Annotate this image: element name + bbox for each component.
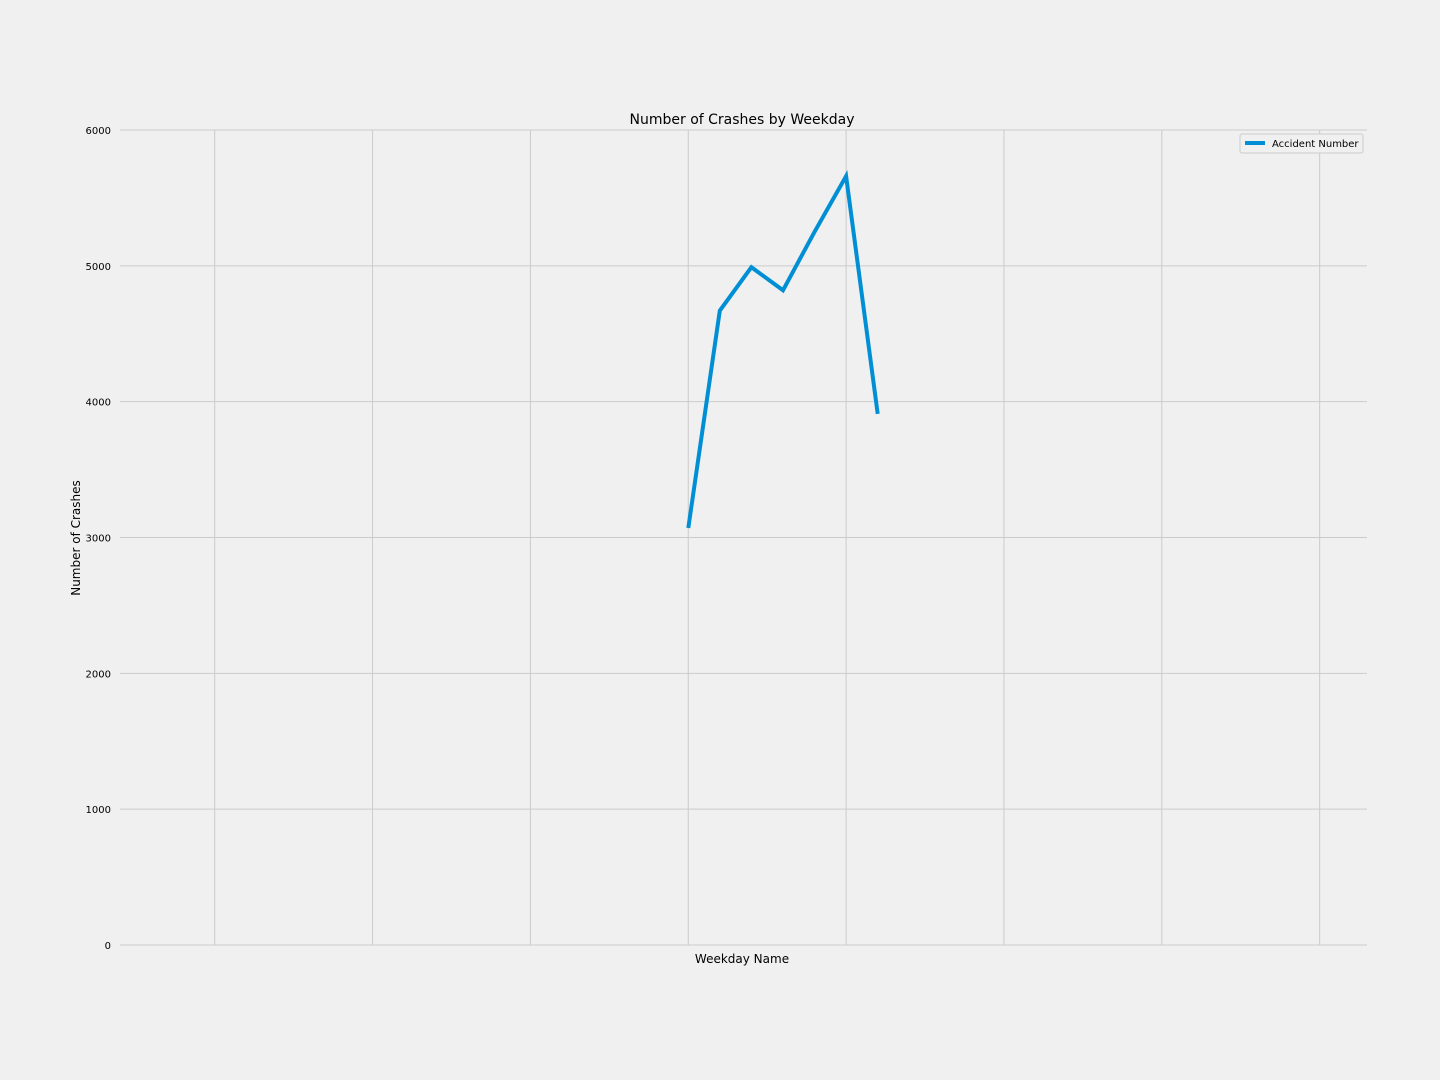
legend: Accident Number	[1239, 133, 1364, 154]
y-tick-label: 3000	[86, 534, 111, 545]
legend-box	[1239, 133, 1364, 154]
y-tick-label: 5000	[86, 262, 111, 273]
series-group	[686, 170, 880, 529]
y-tick-label: 1000	[86, 805, 111, 816]
y-axis-label: Number of Crashes	[69, 480, 83, 596]
y-tick-label: 6000	[86, 126, 111, 137]
x-axis-label: Weekday Name	[695, 952, 789, 966]
chart-title: Number of Crashes by Weekday	[630, 112, 855, 128]
y-tick-labels: 0 1000 2000 3000 4000 5000 6000	[86, 126, 111, 952]
y-tick-label: 2000	[86, 669, 111, 680]
y-tick-label: 0	[105, 941, 111, 952]
x-gridlines	[214, 130, 1321, 945]
y-tick-label: 4000	[86, 398, 111, 409]
y-gridlines	[120, 129, 1367, 946]
legend-label: Accident Number	[1272, 139, 1359, 150]
